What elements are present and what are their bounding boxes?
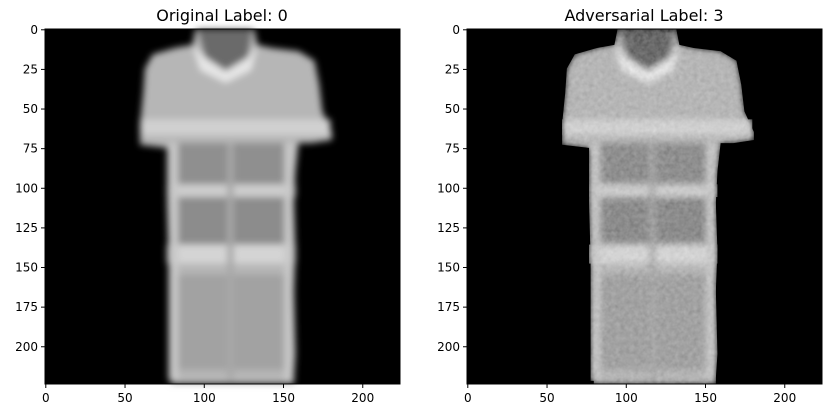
y-tick-label: 50 [445,102,460,116]
y-tick-label: 175 [15,300,38,314]
axes-frame [44,28,401,385]
y-tick-label: 0 [452,23,460,37]
y-tick-label: 75 [445,142,460,156]
y-tick-label: 125 [437,221,460,235]
x-tick-label: 200 [351,391,374,405]
panel-title-adversarial: Adversarial Label: 3 [564,6,723,25]
y-tick-label: 100 [15,181,38,195]
axes-frame [466,28,823,385]
x-tick-label: 100 [615,391,638,405]
y-tick-label: 150 [15,261,38,275]
x-axis: 0 50 100 150 200 [464,384,796,405]
x-tick-label: 0 [464,391,472,405]
y-tick-label: 175 [437,300,460,314]
x-tick-label: 200 [773,391,796,405]
x-tick-label: 50 [117,391,132,405]
y-tick-label: 0 [30,23,38,37]
x-axis: 0 50 100 150 200 [42,384,374,405]
panel-title-original: Original Label: 0 [156,6,288,25]
x-tick-label: 150 [272,391,295,405]
y-tick-label: 200 [437,340,460,354]
y-axis: 0 25 50 75 100 125 150 175 200 [15,23,45,354]
y-tick-label: 200 [15,340,38,354]
x-tick-label: 100 [193,391,216,405]
panel-original: Original Label: 0 0 50 100 150 200 0 25 50 75 10… [15,6,401,405]
y-tick-label: 75 [23,142,38,156]
y-axis: 0 25 50 75 100 125 150 175 200 [437,23,467,354]
y-tick-label: 25 [445,62,460,76]
y-tick-label: 25 [23,62,38,76]
y-tick-label: 125 [15,221,38,235]
y-tick-label: 50 [23,102,38,116]
x-tick-label: 0 [42,391,50,405]
y-tick-label: 100 [437,181,460,195]
x-tick-label: 150 [694,391,717,405]
x-tick-label: 50 [539,391,554,405]
y-tick-label: 150 [437,261,460,275]
panel-adversarial: Adversarial Label: 3 0 50 100 150 200 0 25 50 7… [437,6,823,405]
